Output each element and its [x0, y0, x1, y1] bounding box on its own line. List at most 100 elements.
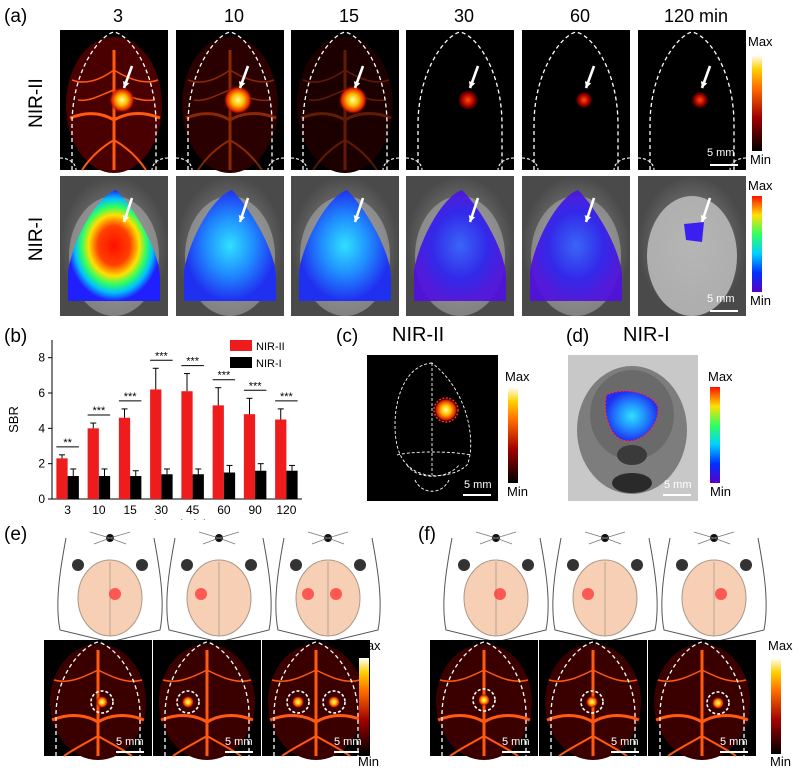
mouse-schematic-3 [443, 531, 549, 643]
tumor-roi-circle [433, 397, 459, 423]
tumor-spot [478, 694, 490, 706]
whisker-icon [307, 531, 349, 545]
nir-i-signal [299, 190, 391, 301]
colorbar-c-max: Max [505, 369, 530, 384]
bar-nir-i-3 [67, 476, 79, 499]
mouse-eye-icon [290, 559, 302, 571]
panel-d-title: NIR-I [623, 324, 670, 346]
tumor-site-icon [494, 588, 506, 600]
colorbar-hot-a [752, 55, 762, 151]
nir-ii-image-5 [637, 30, 747, 171]
scale-bar-a2 [710, 310, 738, 312]
x-axis-label: Time (min) [146, 517, 208, 520]
ear-outline [405, 157, 423, 171]
arrow-head-icon [353, 81, 361, 88]
nir-ii-image-1 [175, 30, 285, 173]
legend-swatch-nir-i [230, 357, 252, 368]
skull-outline [441, 641, 527, 756]
panel-label-d: (d) [566, 326, 590, 347]
colorbar-a1-max: Max [748, 34, 773, 49]
x-tick-label: 10 [92, 503, 106, 517]
nir-ii-image-0 [59, 30, 169, 173]
skull-outline [550, 641, 636, 756]
bar-nir-ii-90 [243, 414, 256, 499]
tumor-spot [223, 85, 253, 115]
skull-outline [55, 641, 141, 756]
ear-outline [290, 157, 308, 171]
ear-outline [613, 157, 631, 171]
vessel-network [160, 650, 254, 757]
tumor-spot [458, 90, 478, 110]
colorbar-f-max: Max [768, 638, 793, 653]
whisker-icon [584, 531, 626, 545]
time-label-3: 30 [453, 6, 475, 26]
scale-bar-a2-label: 5 mm [707, 293, 735, 305]
mouse-eye-icon [631, 559, 643, 571]
nir-i-image-1 [176, 176, 284, 316]
bar-nir-ii-15 [118, 417, 131, 499]
significance-mark: ** [63, 437, 72, 449]
tumor-site-icon [109, 588, 121, 600]
colorbar-c [508, 387, 518, 483]
nir-ii-vessel-image-0 [44, 640, 152, 760]
bar-nir-i-45 [192, 474, 204, 499]
mouse-schematic-2 [275, 531, 381, 643]
mouse-schematic-4 [552, 531, 658, 643]
colorbar-e-min: Min [358, 754, 379, 769]
arrow-head-icon [584, 215, 592, 222]
x-tick-label: 3 [64, 503, 71, 517]
significance-mark: *** [280, 391, 294, 403]
scale-bar-c [463, 494, 491, 496]
tumor-roi-circle [322, 690, 346, 714]
mouse-eye-icon [181, 559, 193, 571]
scale-bar-e [116, 751, 144, 753]
scale-bar-e [334, 751, 362, 753]
tumor-spot [692, 92, 708, 108]
nir-i-image-4 [522, 176, 630, 316]
scale-bar-a1 [710, 164, 738, 166]
mouse-eye-icon [354, 559, 366, 571]
tumor-roi-circle [580, 690, 604, 714]
time-label-0: 3 [112, 6, 123, 26]
colorbar-e-max: Max [356, 638, 381, 653]
arrow-head-icon [238, 81, 246, 88]
x-tick-label: 30 [155, 503, 169, 517]
ear-outline [382, 157, 400, 171]
tumor-spot [96, 696, 108, 708]
tumor-site-icon [302, 588, 314, 600]
scale-bar-f [611, 751, 639, 753]
neck-area [612, 473, 652, 493]
ear-outline [637, 157, 655, 171]
arrow-head-icon [122, 81, 130, 88]
panel-label-a: (a) [4, 6, 28, 27]
ear-outline [59, 157, 77, 171]
mouse-eye-icon [676, 559, 688, 571]
legend-label-nir-ii: NIR-II [256, 341, 285, 353]
tumor-site-icon [330, 588, 342, 600]
mouse-eye-icon [740, 559, 752, 571]
nir-ii-vessel-image-2 [262, 640, 370, 760]
colorbar-d-min: Min [710, 484, 731, 499]
sbr-bar-chart: 0 2 4 6 8 SBR Time (min) ** 3 *** 10 *** 15 *** 30 *** 4… [6, 340, 302, 520]
tumor-roi-circle [706, 691, 730, 715]
colorbar-jet-a [752, 196, 762, 292]
nir-i-signal [605, 390, 659, 442]
colorbar-a2-max: Max [748, 178, 773, 193]
time-label-1: 10 [223, 6, 245, 26]
scale-bar-e-label-0: 5 mm [116, 736, 144, 748]
scale-bar-d-label: 5 mm [664, 479, 692, 491]
scale-bar-f [720, 751, 748, 753]
arrow-head-icon [353, 215, 361, 222]
tumor-roi-circle [286, 690, 310, 714]
bar-nir-i-10 [98, 476, 111, 499]
tumor-roi-circle [176, 690, 200, 714]
nir-i-image-5 [638, 176, 746, 316]
x-tick-label: 90 [248, 503, 262, 517]
nir-i-roi [604, 390, 659, 442]
tumor-spot [109, 87, 135, 113]
y-tick-label: 6 [38, 386, 45, 400]
y-tick-label: 4 [38, 421, 45, 435]
vessel-network [269, 650, 363, 757]
tumor-spot [712, 697, 724, 709]
vessel-network [655, 650, 749, 757]
